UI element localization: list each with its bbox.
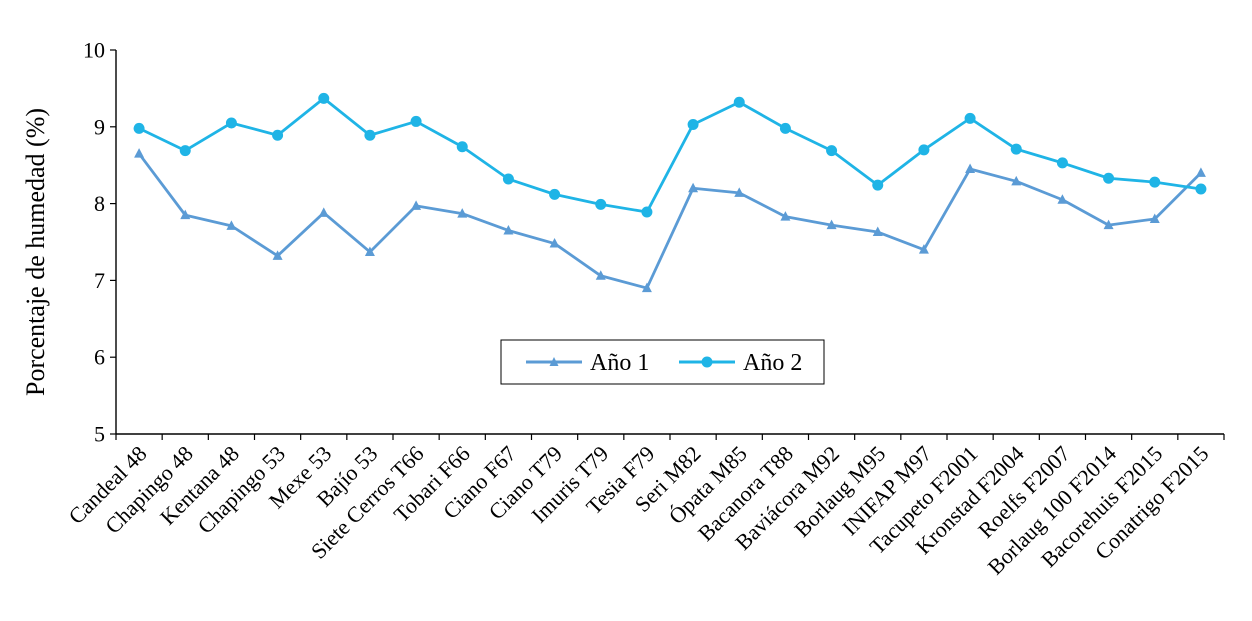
data-point-ano-1-roelfs-f2007 bbox=[1057, 194, 1068, 204]
data-point-ano-1-mexe-53 bbox=[318, 207, 329, 217]
data-point-ano-2-seri-m82 bbox=[687, 118, 699, 130]
data-point-ano-2-roelfs-f2007 bbox=[1056, 157, 1068, 169]
data-point-ano-2-imuris-t79 bbox=[595, 198, 607, 210]
series-line-ano-1 bbox=[137, 152, 1202, 290]
data-point-ano-1-kentana-48 bbox=[226, 220, 237, 230]
data-point-ano-1-ciano-f67 bbox=[503, 224, 514, 235]
data-point-ano-2-tesia-f79 bbox=[641, 206, 653, 218]
data-point-ano-1-conatrigo-f2015 bbox=[1195, 167, 1206, 177]
data-point-ano-1-siete-cerros-t66 bbox=[411, 200, 422, 210]
data-point-ano-1-borlaug-m95 bbox=[872, 226, 883, 237]
data-point-ano-1-tacupeto-f2001 bbox=[965, 163, 976, 174]
data-point-ano-1-tesia-f79 bbox=[641, 282, 652, 293]
legend: Año 1 Año 2 bbox=[500, 339, 825, 385]
data-point-ano-2-conatrigo-f2015 bbox=[1195, 183, 1207, 195]
data-point-ano-1-chapingo-53 bbox=[272, 250, 283, 260]
series-layer bbox=[133, 92, 1207, 293]
y-tick-label: 10 bbox=[83, 38, 105, 63]
series-ano-2 bbox=[133, 92, 1207, 218]
data-point-ano-2-kentana-48 bbox=[225, 117, 237, 129]
data-point-ano-2-chapingo-48 bbox=[179, 145, 191, 157]
data-point-ano-1-bacanora-t88 bbox=[780, 211, 791, 221]
data-point-ano-2-ciano-f67 bbox=[502, 173, 514, 185]
data-point-ano-1-baviacora-m92 bbox=[826, 219, 837, 230]
data-point-ano-1-chapingo-48 bbox=[180, 209, 191, 220]
data-point-ano-1-borlaug-100-f2014 bbox=[1103, 219, 1114, 230]
data-point-ano-1-candeal-48 bbox=[134, 148, 145, 158]
data-point-ano-1-seri-m82 bbox=[688, 182, 699, 193]
data-point-ano-1-ciano-t79 bbox=[549, 238, 560, 248]
data-point-ano-1-bacorehuis-f2015 bbox=[1149, 213, 1160, 223]
data-point-ano-1-imuris-t79 bbox=[595, 270, 606, 280]
legend-marker-ano-1 bbox=[549, 357, 559, 366]
series-ano-1 bbox=[134, 148, 1206, 293]
legend-label-ano-2: Año 2 bbox=[743, 350, 802, 376]
y-axis-title: Porcentaje de humedad (%) bbox=[21, 108, 50, 396]
y-tick-label: 9 bbox=[94, 114, 105, 139]
data-point-ano-2-inifap-m97 bbox=[918, 144, 930, 156]
data-point-ano-2-mexe-53 bbox=[318, 92, 330, 104]
data-point-ano-1-inifap-m97 bbox=[918, 244, 929, 254]
series-line-ano-2 bbox=[138, 96, 1202, 214]
data-point-ano-2-ciano-t79 bbox=[549, 188, 561, 200]
data-point-ano-2-siete-cerros-t66 bbox=[410, 115, 422, 127]
data-point-ano-2-borlaug-100-f2014 bbox=[1103, 172, 1115, 184]
data-point-ano-2-chapingo-53 bbox=[272, 129, 284, 141]
legend-label-ano-1: Año 1 bbox=[590, 350, 649, 376]
data-point-ano-1-kronstad-f2004 bbox=[1011, 175, 1022, 186]
data-point-ano-2-borlaug-m95 bbox=[872, 179, 884, 191]
data-point-ano-1-tobari-f66 bbox=[457, 208, 468, 218]
y-tick-label: 5 bbox=[94, 422, 105, 447]
data-point-ano-2-tacupeto-f2001 bbox=[964, 112, 976, 124]
legend-marker-ano-2 bbox=[701, 356, 713, 368]
y-tick-label: 7 bbox=[94, 268, 105, 293]
data-point-ano-2-bacanora-t88 bbox=[779, 122, 791, 134]
data-point-ano-2-kronstad-f2004 bbox=[1010, 143, 1022, 155]
y-tick-label: 8 bbox=[94, 191, 105, 216]
y-tick-label: 6 bbox=[94, 345, 105, 370]
data-point-ano-2-baviacora-m92 bbox=[826, 145, 838, 157]
data-point-ano-2-tobari-f66 bbox=[456, 141, 468, 153]
data-point-ano-1-opata-m85 bbox=[734, 187, 745, 197]
data-point-ano-2-candeal-48 bbox=[133, 122, 145, 134]
data-point-ano-2-bajio-53 bbox=[364, 129, 376, 141]
data-point-ano-2-opata-m85 bbox=[733, 96, 745, 108]
data-point-ano-1-bajio-53 bbox=[364, 246, 375, 256]
data-point-ano-2-bacorehuis-f2015 bbox=[1149, 176, 1161, 188]
y-axis: 5 6 7 8 9 10 bbox=[83, 38, 117, 447]
